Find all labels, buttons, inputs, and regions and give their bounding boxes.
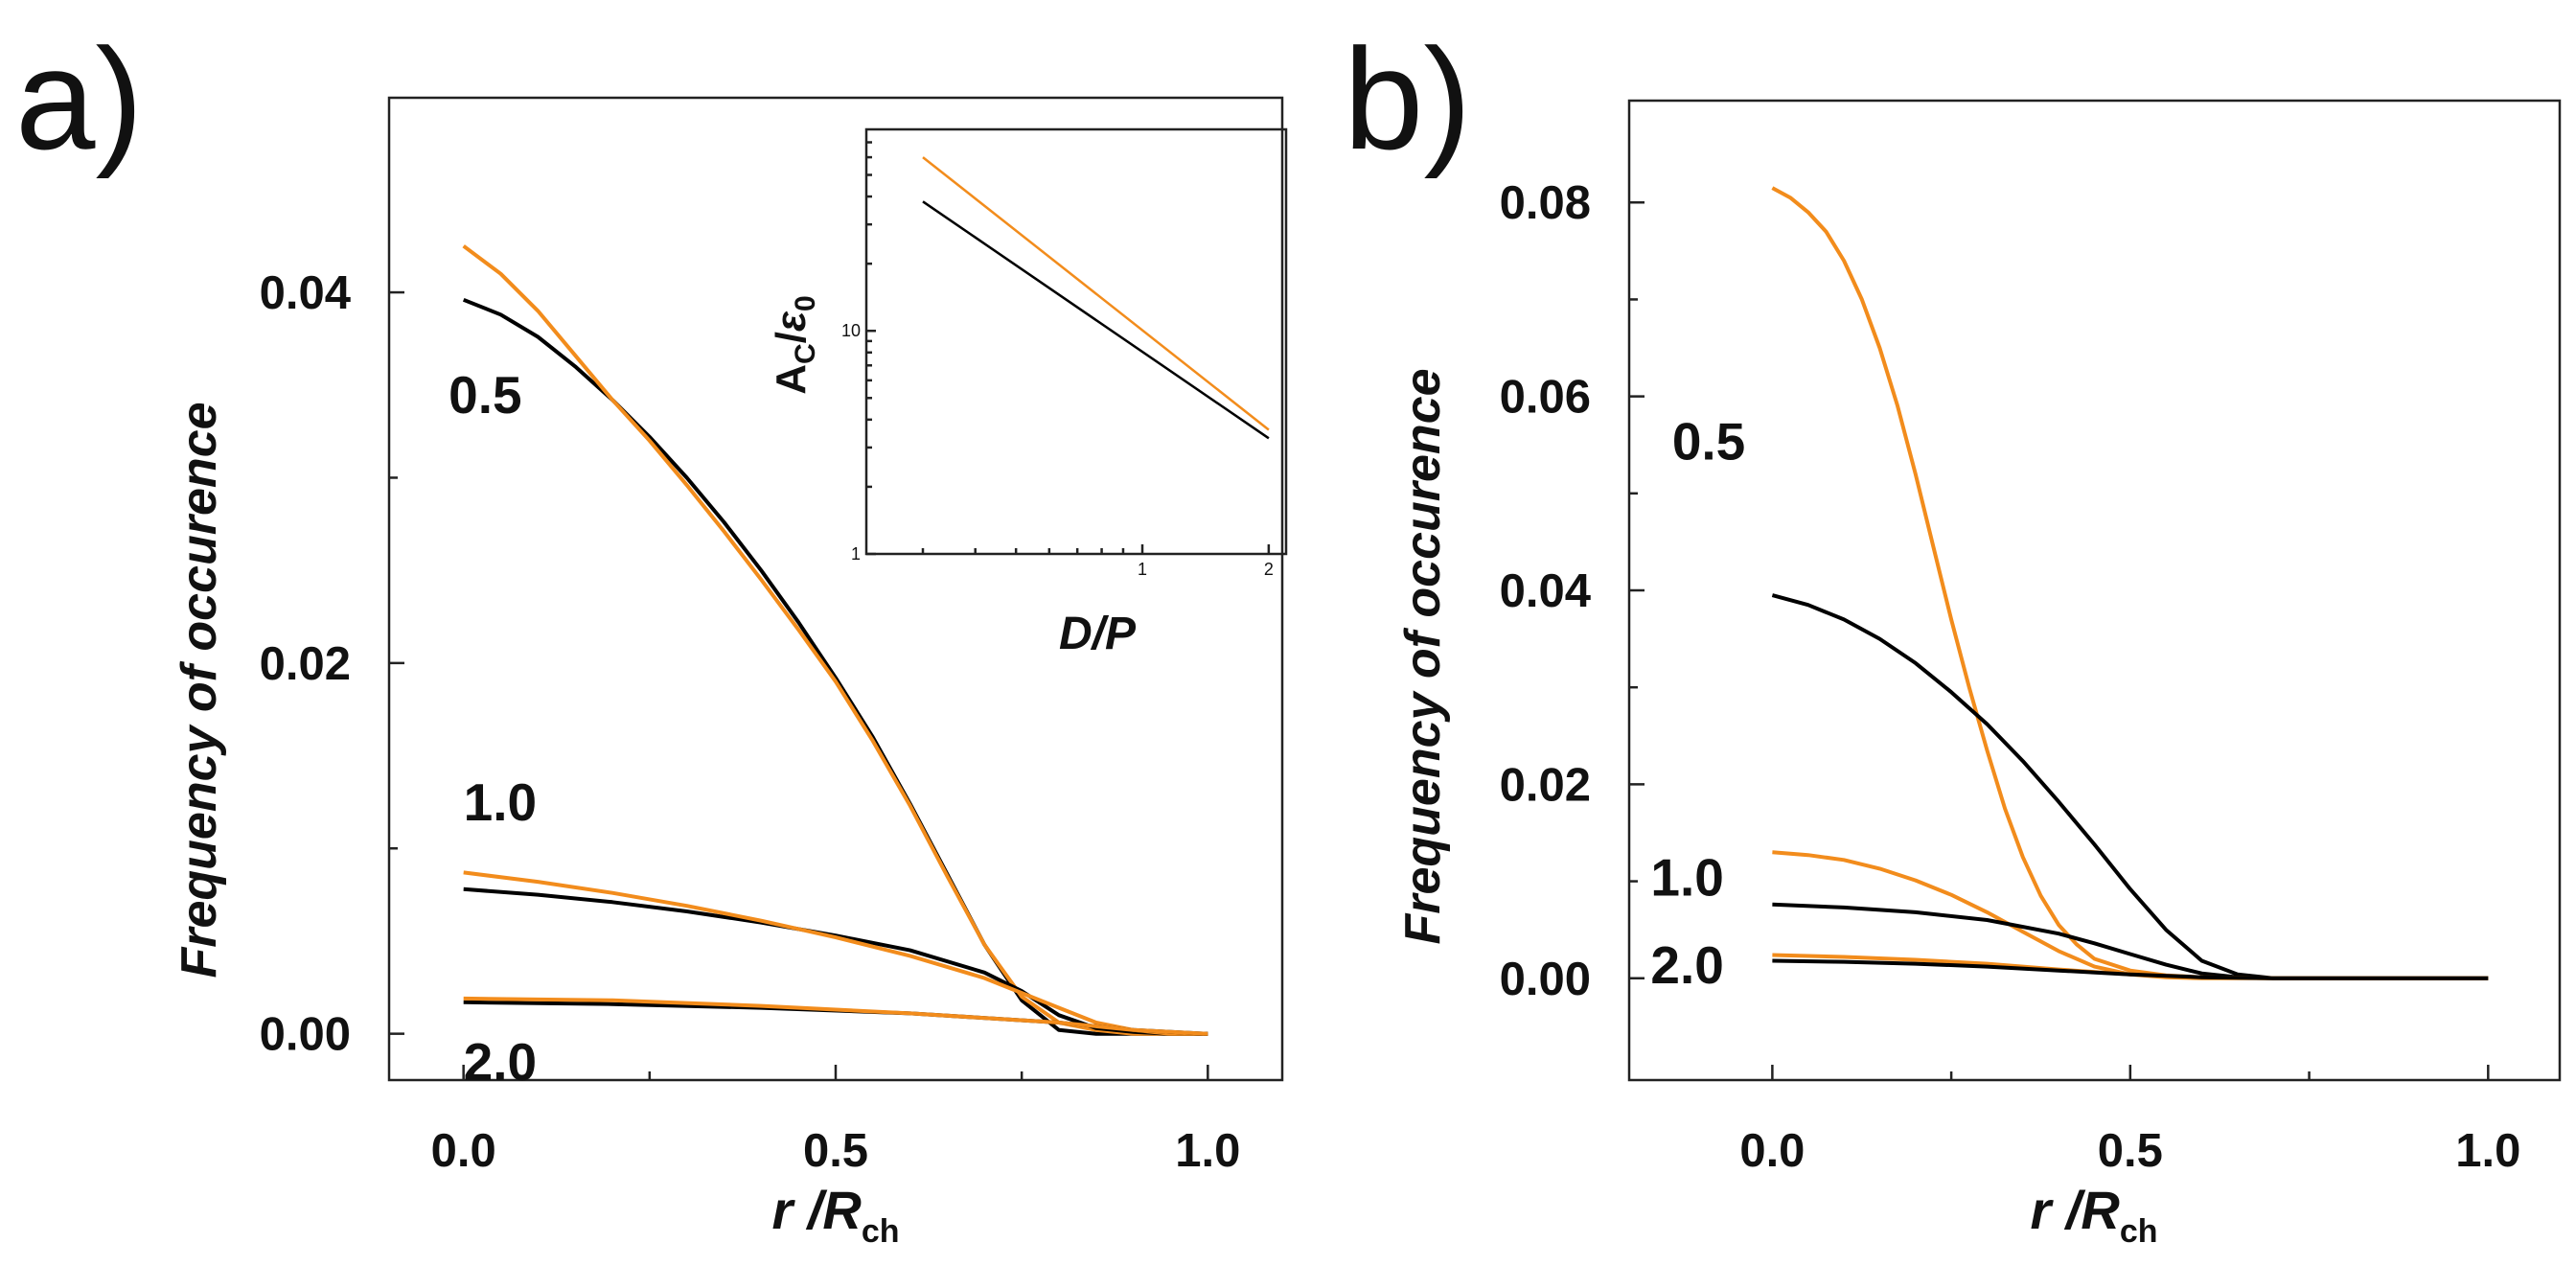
inset-y-label-sep: /	[768, 332, 815, 343]
curve-label-1-0: 1.0	[1650, 848, 1723, 908]
y-tick-label: 0.08	[1500, 177, 1591, 229]
panel-a: a) 0.0 0.5 1.0 0.00 0.02 0.04 0.5 1.0 2.0 Frequ…	[15, 18, 1288, 1250]
panel-a-curve-labels: 0.5 1.0 2.0	[448, 365, 537, 1092]
panel-a-series-1-orange	[462, 244, 1208, 1036]
panel-b-series-3-black	[1772, 902, 2489, 980]
x-tick-label: 0.0	[431, 1125, 496, 1177]
panel-a-axis-ticks: 0.0 0.5 1.0 0.00 0.02 0.04	[260, 267, 1241, 1177]
y-tick-label: 0.02	[260, 638, 351, 690]
inset-plot-frame	[864, 127, 1288, 556]
curve-label-0-5: 0.5	[1672, 411, 1745, 471]
y-tick-label: 0.04	[260, 267, 351, 319]
inset-series-0-black	[922, 200, 1270, 440]
x-tick-label: 1.0	[1175, 1125, 1240, 1177]
y-tick-label: 0.06	[1500, 372, 1591, 424]
panel-a-x-axis-label-sub: ch	[862, 1213, 900, 1250]
inset-y-label-eps-sub: 0	[790, 295, 821, 311]
panel-a-series-0-black	[462, 297, 1208, 1036]
panel-a-plot-frame	[387, 96, 1284, 1082]
panel-b-x-axis-label-sub: ch	[2120, 1213, 2158, 1250]
panel-b-x-axis-label-main: r /R	[2030, 1180, 2120, 1240]
inset-curves	[922, 156, 1270, 440]
y-tick-label: 0.02	[1500, 759, 1591, 811]
inset-series-1-orange	[922, 156, 1270, 431]
y-tick-label: 0.00	[1500, 954, 1591, 1005]
y-tick-label: 0.04	[1500, 565, 1591, 617]
panel-a-inset: 1 2 1 10 D/P AC/ε0	[768, 127, 1288, 659]
x-tick-label: 0.5	[2098, 1125, 2163, 1177]
inset-y-label-eps: ε	[768, 311, 815, 332]
panel-b-letter: b)	[1344, 18, 1471, 179]
panel-b-series-0-orange	[1771, 186, 2489, 980]
panel-a-y-axis-label: Frequency of occurence	[172, 402, 227, 978]
curve-label-2-0: 2.0	[464, 1032, 537, 1092]
panel-a-series-5-orange	[463, 996, 1208, 1036]
x-tick-label: 1.0	[2455, 1125, 2520, 1177]
panel-b-x-axis-label: r /Rch	[2030, 1180, 2157, 1250]
x-tick-label: 0.5	[803, 1125, 868, 1177]
panel-a-x-axis-label: r /Rch	[771, 1180, 899, 1250]
panel-b: b) 0.0 0.5 1.0 0.00 0.02 0.04 0.06 0.08 0.5 1.0 2…	[1344, 18, 2562, 1250]
panel-b-series-1-black	[1771, 593, 2489, 980]
inset-y-tick-label: 10	[841, 321, 861, 340]
curve-label-2-0: 2.0	[1650, 935, 1723, 995]
panel-a-curves	[462, 244, 1208, 1036]
inset-x-axis-label: D/P	[1059, 609, 1137, 659]
curve-label-0-5: 0.5	[448, 365, 521, 425]
x-tick-label: 0.0	[1739, 1125, 1805, 1177]
panel-b-plot-frame	[1627, 99, 2562, 1082]
inset-x-tick-label: 1	[1138, 560, 1147, 579]
panel-a-x-axis-label-main: r /R	[771, 1180, 862, 1240]
panel-b-curves	[1771, 186, 2489, 980]
panel-b-axis-ticks: 0.0 0.5 1.0 0.00 0.02 0.04 0.06 0.08	[1500, 177, 2521, 1177]
inset-y-tick-label: 1	[851, 544, 861, 564]
panel-a-letter: a)	[15, 18, 143, 179]
curve-label-1-0: 1.0	[464, 772, 537, 832]
inset-x-tick-label: 2	[1264, 560, 1274, 579]
inset-y-label-main: A	[768, 364, 815, 395]
inset-axis-ticks: 1 2 1 10	[841, 141, 1274, 579]
inset-y-label-sub: C	[790, 343, 821, 364]
panel-b-y-axis-label: Frequency of occurence	[1395, 368, 1451, 944]
y-tick-label: 0.00	[260, 1009, 351, 1061]
inset-y-axis-label: AC/ε0	[768, 295, 821, 394]
panel-b-curve-labels: 0.5 1.0 2.0	[1650, 411, 1745, 994]
panel-b-series-5-black	[1772, 958, 2489, 980]
